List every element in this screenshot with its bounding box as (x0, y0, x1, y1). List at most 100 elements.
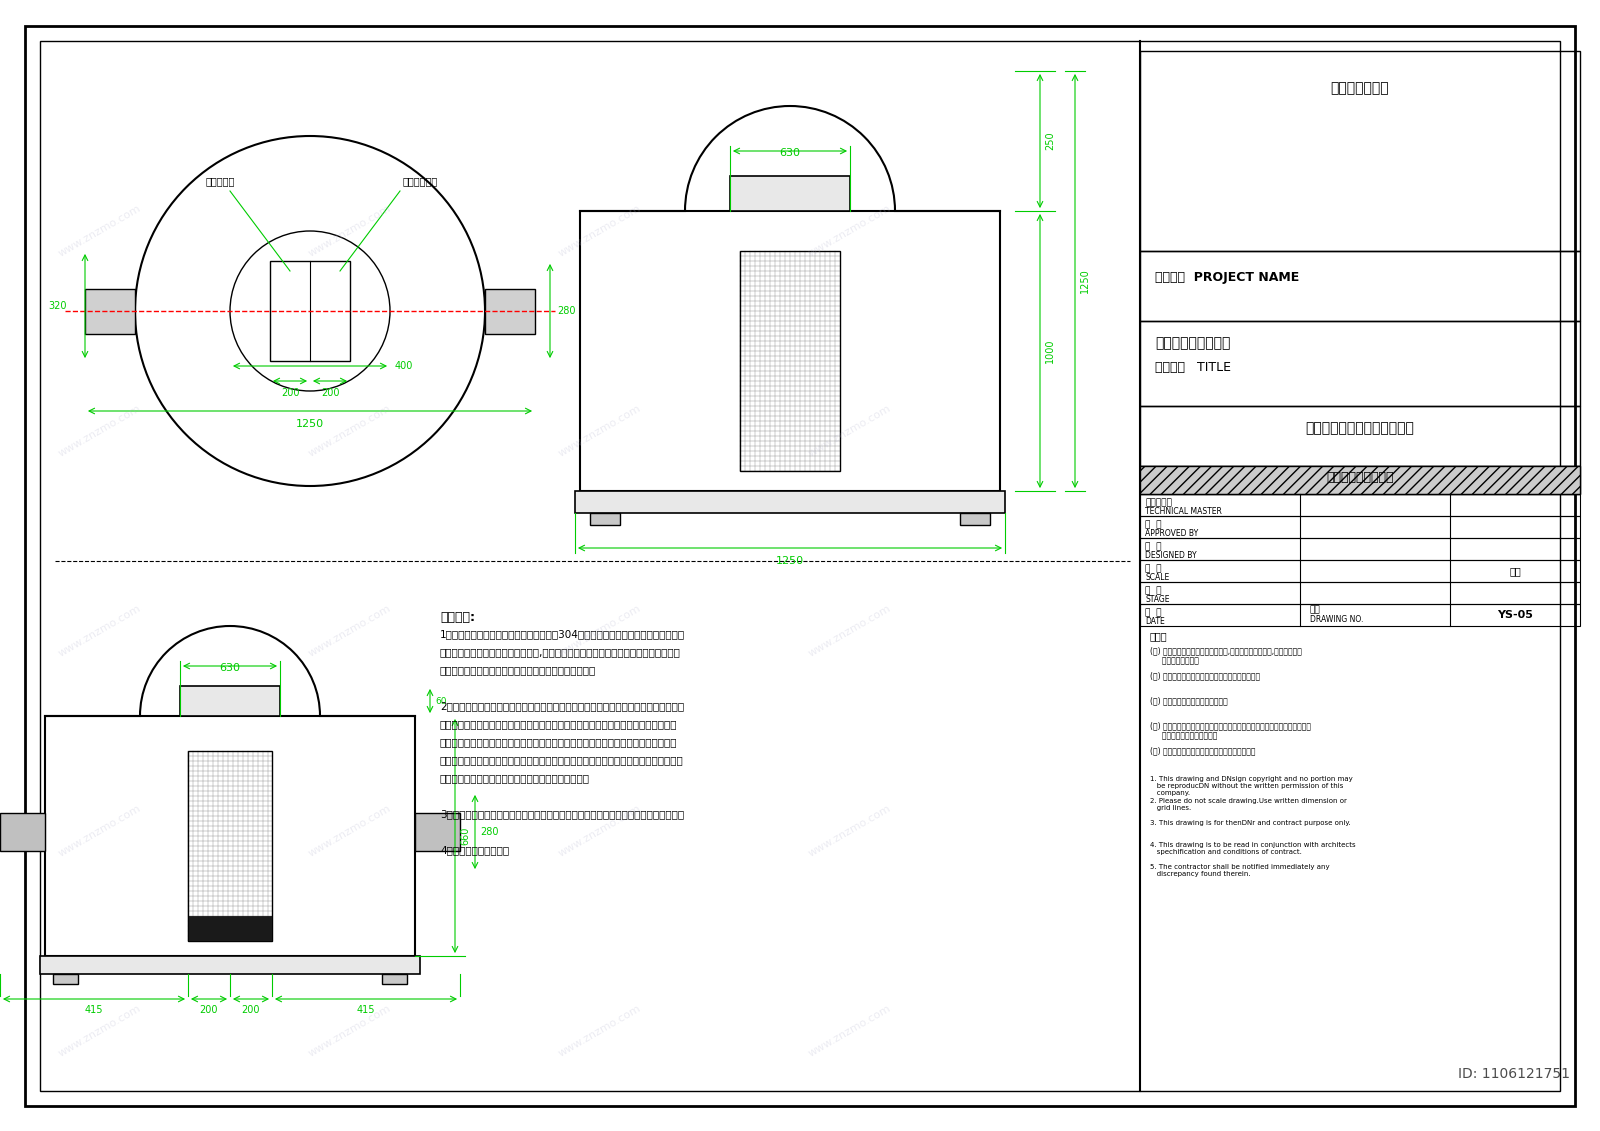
Text: DESIGNED BY: DESIGNED BY (1146, 551, 1197, 560)
Bar (730, 176, 850, 211)
Text: www.znzmo.com: www.znzmo.com (58, 1003, 142, 1059)
Text: www.znzmo.com: www.znzmo.com (58, 204, 142, 259)
Text: 专业负责人: 专业负责人 (1146, 498, 1171, 507)
Text: www.znzmo.com: www.znzmo.com (557, 603, 643, 658)
Text: www.znzmo.com: www.znzmo.com (307, 204, 394, 259)
Bar (1139, 466, 1581, 494)
Bar (189, 751, 272, 941)
Text: www.znzmo.com: www.znzmo.com (58, 603, 142, 658)
Text: DRAWING NO.: DRAWING NO. (1310, 615, 1363, 624)
Text: 415: 415 (85, 1005, 104, 1015)
Text: www.znzmo.com: www.znzmo.com (806, 803, 893, 858)
Bar (1139, 494, 1581, 516)
Text: 滤，过滤产生的污染物会留在排污口箱体内，降雨结束后，排污口自动打开，污染物将: 滤，过滤产生的污染物会留在排污口箱体内，降雨结束后，排污口自动打开，污染物将 (440, 737, 677, 746)
Bar (270, 261, 350, 361)
Text: 660: 660 (461, 827, 470, 845)
Text: 原理说明:: 原理说明: (440, 611, 475, 624)
Text: 200: 200 (200, 1005, 218, 1015)
Bar (1139, 516, 1581, 538)
Text: 图号: 图号 (1310, 605, 1320, 614)
Text: 400: 400 (395, 361, 413, 371)
Bar (590, 513, 621, 525)
Text: 1、本产品外壳材质为玻璃钢，内置不锈钢304提篮及过滤网，可有效拦截较大固体污: 1、本产品外壳材质为玻璃钢，内置不锈钢304提篮及过滤网，可有效拦截较大固体污 (440, 629, 685, 639)
Text: 200: 200 (320, 388, 339, 398)
Text: www.znzmo.com: www.znzmo.com (58, 803, 142, 858)
Text: 1250: 1250 (776, 556, 805, 566)
Bar (1139, 538, 1581, 560)
Text: 1250: 1250 (1080, 269, 1090, 293)
Bar (1139, 560, 1581, 582)
Text: 250: 250 (1045, 131, 1054, 150)
Text: www.znzmo.com: www.znzmo.com (806, 1003, 893, 1059)
Text: STAGE: STAGE (1146, 595, 1170, 604)
Text: www.znzmo.com: www.znzmo.com (557, 204, 643, 259)
Text: 随剩余水流排出，装置恢复原状，等待下次降雨。并且内部配有精度高的不锈钢过滤网，: 随剩余水流排出，装置恢复原状，等待下次降雨。并且内部配有精度高的不锈钢过滤网， (440, 756, 683, 765)
Text: 注意：: 注意： (1150, 631, 1168, 641)
Bar (579, 211, 1000, 491)
Text: 雨水收集与利用系统: 雨水收集与利用系统 (1326, 470, 1394, 484)
Text: 200: 200 (242, 1005, 261, 1015)
Bar (45, 716, 414, 956)
Text: 雨水回收与利用项目: 雨水回收与利用项目 (1155, 336, 1230, 349)
Bar (739, 251, 840, 470)
Text: 技术出图专用章: 技术出图专用章 (1331, 81, 1389, 95)
Text: (四) 使用此图时应同时参照建筑图则、结构图则、及其它有关图则、施工规则
     及合约内列明的各项条件。: (四) 使用此图时应同时参照建筑图则、结构图则、及其它有关图则、施工规则 及合约… (1150, 720, 1310, 741)
Text: 3、本产品主要应用于前期雨水雨收集处理，能够一体化实现截污沉淀过滤弃流等功能。: 3、本产品主要应用于前期雨水雨收集处理，能够一体化实现截污沉淀过滤弃流等功能。 (440, 809, 685, 819)
Text: 60: 60 (435, 697, 446, 706)
Text: ID: 1106121751: ID: 1106121751 (1458, 1067, 1570, 1081)
Bar (485, 288, 534, 334)
Bar (1139, 321, 1581, 406)
Text: YS-05: YS-05 (1498, 610, 1533, 620)
Text: (五) 承造商如发现有矛盾处，应立即通知本公司。: (五) 承造商如发现有矛盾处，应立即通知本公司。 (1150, 746, 1256, 756)
Bar (85, 288, 134, 334)
Text: 1250: 1250 (296, 418, 325, 429)
Text: 5. The contractor shall be notified immediately any
   discrepancy found therein: 5. The contractor shall be notified imme… (1150, 864, 1330, 877)
Text: 630: 630 (779, 148, 800, 158)
Text: 口自动关闭，停止弃流，进行雨水收集，内置的不锈钢过滤网可以对收集的雨水进行过: 口自动关闭，停止弃流，进行雨水收集，内置的不锈钢过滤网可以对收集的雨水进行过 (440, 719, 677, 729)
Text: SCALE: SCALE (1146, 573, 1170, 582)
Text: (二) 初次以比例量度此图，一切图内数字所示为准。: (二) 初次以比例量度此图，一切图内数字所示为准。 (1150, 671, 1261, 680)
Text: 阶  段: 阶 段 (1146, 586, 1162, 595)
Text: www.znzmo.com: www.znzmo.com (307, 603, 394, 658)
Text: 染物，从而保护后续设备的正常运行,同时可有效均将前期浓度较高的污染物抛弃，实现: 染物，从而保护后续设备的正常运行,同时可有效均将前期浓度较高的污染物抛弃，实现 (440, 647, 682, 657)
Bar (1139, 582, 1581, 604)
Text: 200: 200 (280, 388, 299, 398)
Text: (一) 此设计图案之版权归本公司所有,非得本公司书面批准,任何都份不得
     擅自抄写或复印。: (一) 此设计图案之版权归本公司所有,非得本公司书面批准,任何都份不得 擅自抄写… (1150, 646, 1302, 665)
Text: 4. This drawing is to be read in conjunction with architects
   spechification a: 4. This drawing is to be read in conjunc… (1150, 841, 1355, 855)
Bar (414, 813, 461, 851)
Bar (1139, 604, 1581, 625)
Text: www.znzmo.com: www.znzmo.com (58, 404, 142, 459)
Bar (1139, 251, 1581, 321)
Text: 前期污染物自动排放，便于后期干净的雨水过滤、收集。: 前期污染物自动排放，便于后期干净的雨水过滤、收集。 (440, 665, 597, 675)
Text: 审  核: 审 核 (1146, 520, 1162, 529)
Text: 4、本产品可直接地埋。: 4、本产品可直接地埋。 (440, 845, 509, 855)
Text: APPROVED BY: APPROVED BY (1146, 529, 1198, 538)
Text: www.znzmo.com: www.znzmo.com (806, 204, 893, 259)
Bar (0, 813, 45, 851)
Bar (574, 491, 1005, 513)
Text: 630: 630 (219, 663, 240, 673)
Bar (1139, 51, 1581, 251)
Text: 1000: 1000 (1045, 339, 1054, 363)
Bar (40, 956, 419, 974)
Text: www.znzmo.com: www.znzmo.com (806, 404, 893, 459)
Text: 不锈钢提篮: 不锈钢提篮 (205, 176, 235, 185)
Text: www.znzmo.com: www.znzmo.com (806, 603, 893, 658)
Text: 项目名称  PROJECT NAME: 项目名称 PROJECT NAME (1155, 271, 1299, 284)
Bar (382, 974, 406, 984)
Bar (53, 974, 78, 984)
Text: www.znzmo.com: www.znzmo.com (307, 803, 394, 858)
Text: www.znzmo.com: www.znzmo.com (307, 404, 394, 459)
Text: (三) 此图只供招标标及签合同之用。: (三) 此图只供招标标及签合同之用。 (1150, 696, 1227, 705)
Bar (1139, 406, 1581, 466)
Text: 320: 320 (48, 301, 67, 311)
Text: 415: 415 (357, 1005, 376, 1015)
Text: TECHNICAL MASTER: TECHNICAL MASTER (1146, 507, 1222, 516)
Text: 280: 280 (480, 827, 499, 837)
Text: 日  期: 日 期 (1146, 608, 1162, 618)
Text: www.znzmo.com: www.znzmo.com (557, 404, 643, 459)
Bar (189, 916, 272, 941)
Bar (1139, 466, 1581, 494)
Text: 1. This drawing and DNsign copyright and no portion may
   be reproducDN without: 1. This drawing and DNsign copyright and… (1150, 776, 1352, 796)
Text: 3. This drawing is for thenDNr and contract purpose only.: 3. This drawing is for thenDNr and contr… (1150, 820, 1350, 826)
